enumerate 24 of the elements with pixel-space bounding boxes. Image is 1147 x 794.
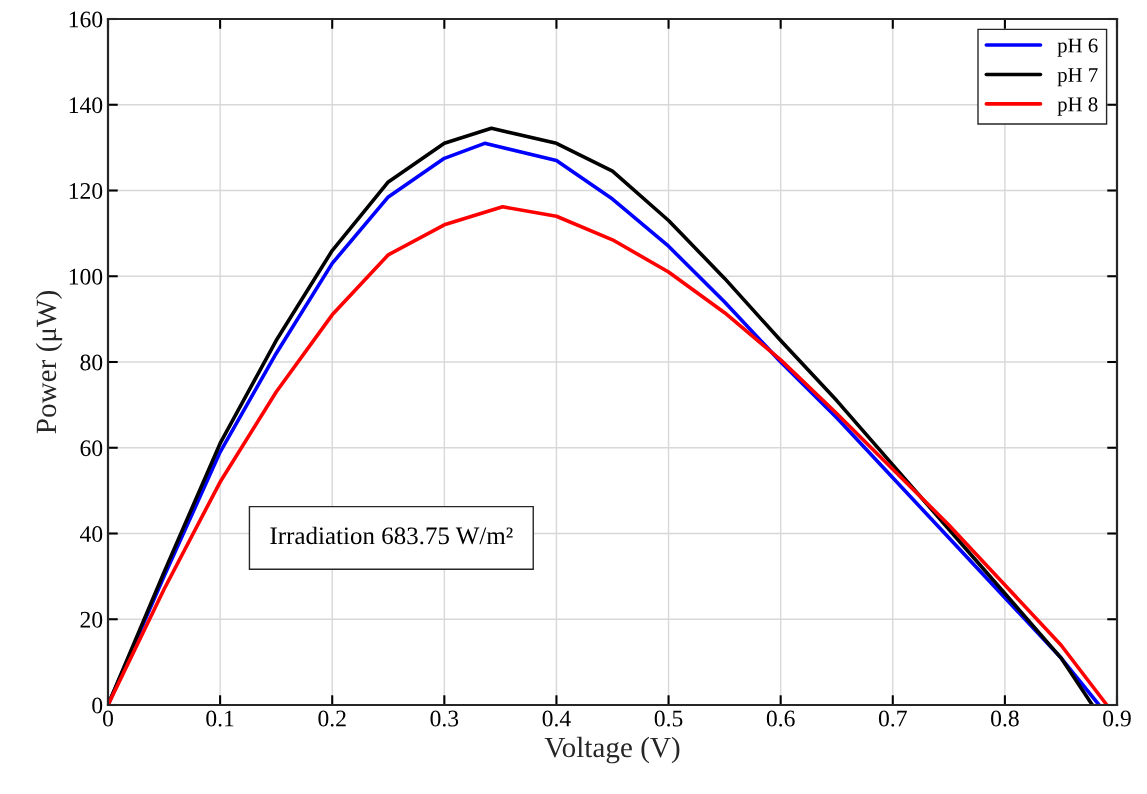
x-tick-label: 0.4 bbox=[542, 710, 571, 727]
x-tick-label: 0.5 bbox=[654, 710, 683, 727]
y-tick-label: 0 bbox=[92, 697, 103, 714]
y-tick-label: 160 bbox=[69, 11, 103, 28]
legend-label: pH 8 bbox=[1057, 97, 1098, 116]
x-axis-title: Voltage (V) bbox=[544, 736, 680, 764]
x-tick-label: 0.8 bbox=[991, 710, 1019, 727]
x-tick-label: 0.7 bbox=[878, 710, 907, 727]
x-tick-label: 0.2 bbox=[318, 710, 346, 727]
x-tick-label: 0.6 bbox=[766, 710, 795, 727]
annotation: Irradiation 683.75 W/m² bbox=[270, 526, 513, 545]
legend-label: pH 6 bbox=[1057, 38, 1098, 57]
y-axis-title: Power (μW) bbox=[35, 291, 63, 434]
x-tick-label: 0.9 bbox=[1103, 710, 1131, 727]
y-tick-label: 60 bbox=[80, 440, 103, 457]
y-tick-label: 80 bbox=[80, 354, 103, 371]
x-tick-label: 0.3 bbox=[430, 710, 459, 727]
x-tick-label: 0.1 bbox=[206, 710, 234, 727]
y-tick-label: 40 bbox=[79, 525, 103, 542]
y-tick-label: 120 bbox=[69, 182, 103, 199]
y-tick-label: 20 bbox=[80, 611, 103, 628]
y-tick-label: 100 bbox=[69, 268, 103, 285]
y-tick-label: 140 bbox=[69, 97, 103, 114]
legend-label: pH 7 bbox=[1057, 68, 1098, 87]
